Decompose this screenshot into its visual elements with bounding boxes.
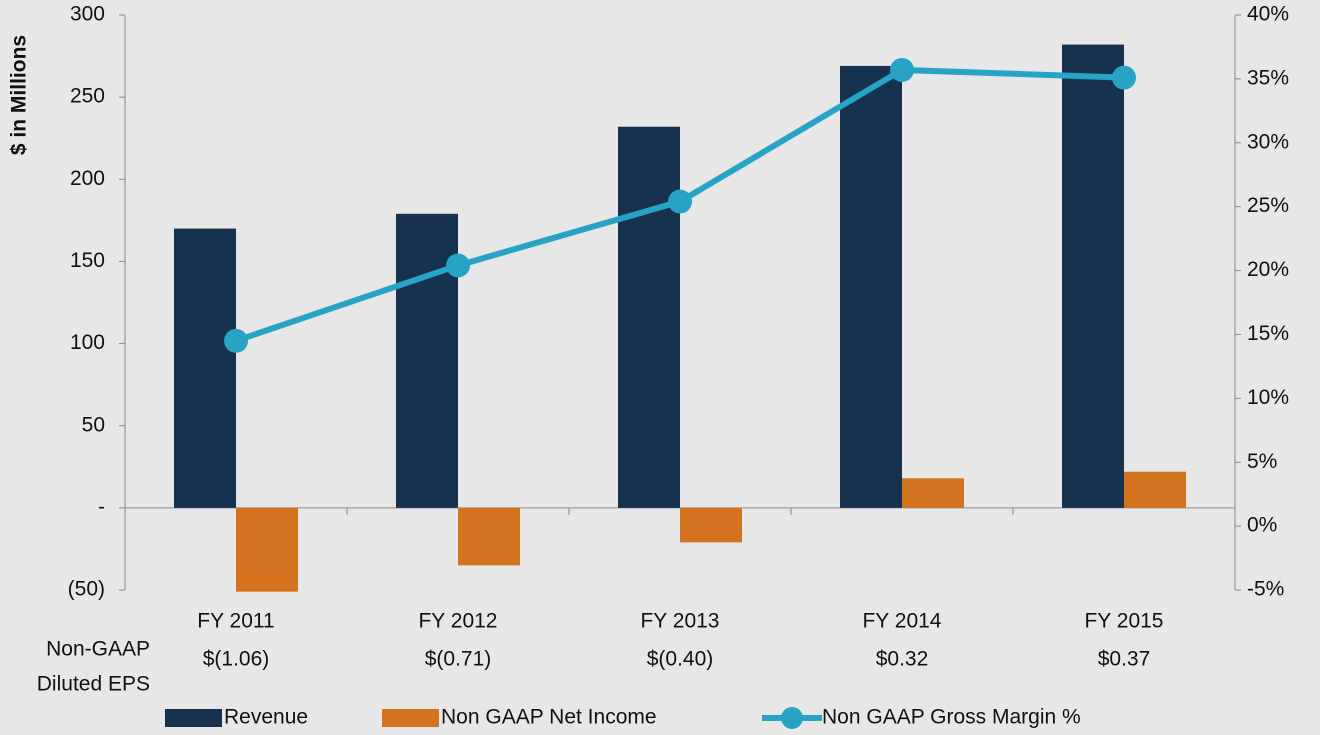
y2-tick-label: 10%	[1247, 386, 1289, 409]
x-tick-label: FY 2015	[1084, 610, 1163, 633]
eps-label: Non-GAAP	[46, 638, 150, 661]
y-tick-label: 150	[70, 249, 105, 272]
y-tick-label: 200	[70, 167, 105, 190]
legend-label: Revenue	[224, 706, 308, 729]
bar	[680, 507, 742, 543]
x-tick-label: FY 2014	[862, 610, 941, 633]
bar	[174, 228, 236, 508]
y-axis-label: $ in Millions	[8, 35, 31, 155]
y2-tick-label: 25%	[1247, 194, 1289, 217]
y-tick-label: 50	[82, 413, 105, 436]
bar	[1062, 44, 1124, 508]
y-tick-label: 300	[70, 3, 105, 26]
eps-value: $0.32	[876, 648, 929, 671]
marker	[890, 57, 914, 82]
eps-label: Diluted EPS	[37, 673, 150, 696]
marker	[224, 328, 248, 353]
legend-label: Non GAAP Net Income	[441, 706, 657, 729]
eps-value: $(1.06)	[203, 648, 270, 671]
legend-swatch	[382, 709, 439, 727]
legend-swatch	[781, 707, 803, 729]
legend-swatch	[165, 709, 222, 727]
bar	[1124, 471, 1186, 508]
marker	[1112, 65, 1136, 90]
bar	[902, 478, 964, 508]
legend-label: Non GAAP Gross Margin %	[822, 706, 1081, 729]
x-tick-label: FY 2011	[197, 610, 274, 633]
y2-tick-label: 30%	[1247, 130, 1289, 153]
bar	[618, 126, 680, 508]
y2-tick-label: 35%	[1247, 66, 1289, 89]
y-tick-label: 100	[70, 331, 105, 354]
y2-tick-label: 40%	[1247, 3, 1289, 26]
x-tick-label: FY 2013	[640, 610, 719, 633]
eps-value: $(0.71)	[425, 648, 492, 671]
bar	[236, 507, 298, 592]
bar	[458, 507, 520, 566]
x-tick-label: FY 2012	[418, 610, 497, 633]
y2-tick-label: 5%	[1247, 450, 1277, 473]
y2-tick-label: -5%	[1247, 578, 1284, 601]
y-tick-label: (50)	[68, 578, 105, 601]
y-tick-label: -	[98, 495, 105, 518]
y2-tick-label: 0%	[1247, 514, 1277, 537]
marker	[668, 189, 692, 214]
eps-value: $(0.40)	[647, 648, 714, 671]
y-tick-label: 250	[70, 85, 105, 108]
eps-value: $0.37	[1098, 648, 1151, 671]
marker	[446, 253, 470, 278]
y2-tick-label: 15%	[1247, 322, 1289, 345]
y2-tick-label: 20%	[1247, 258, 1289, 281]
bar	[840, 65, 902, 508]
